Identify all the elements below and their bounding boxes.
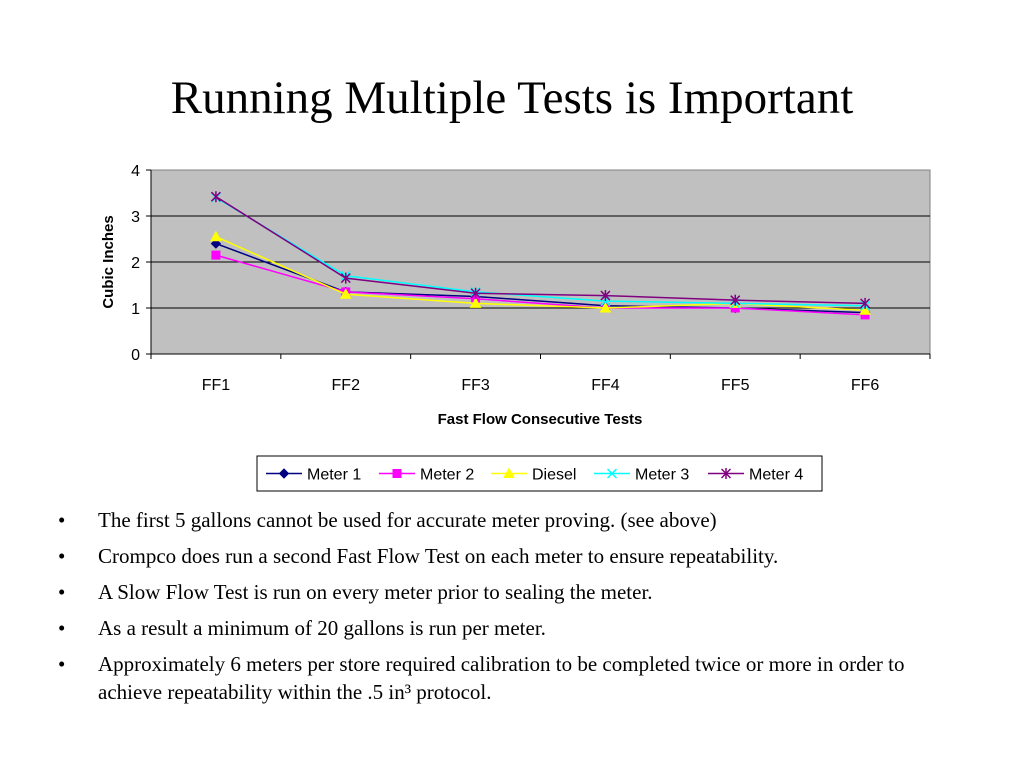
bullet-text: Approximately 6 meters per store require…: [98, 652, 905, 704]
y-tick-label: 1: [131, 301, 140, 318]
bullet-mark: •: [58, 508, 66, 532]
y-axis-label: Cubic Inches: [100, 215, 117, 308]
legend-label: Meter 1: [307, 467, 361, 484]
legend-marker: [278, 468, 290, 479]
data-point: [730, 294, 741, 306]
bullet-text: The first 5 gallons cannot be used for a…: [98, 508, 717, 532]
bullet-item: • The first 5 gallons cannot be used for …: [58, 506, 958, 534]
legend-item: Meter 1: [266, 467, 361, 484]
y-tick-label: 2: [131, 255, 140, 272]
series-line: [215, 236, 866, 312]
bullet-mark: •: [58, 580, 66, 604]
legend-marker: [720, 468, 732, 479]
axes: [146, 169, 931, 359]
data-point: [210, 191, 221, 203]
bullet-item: • A Slow Flow Test is run on every meter …: [58, 578, 958, 606]
legend-item: Meter 2: [379, 467, 474, 484]
x-tick-label: FF3: [461, 377, 490, 394]
legend-label: Meter 2: [420, 467, 474, 484]
bullet-mark: •: [58, 652, 66, 676]
data-point: [470, 287, 481, 299]
data-point: [600, 290, 611, 302]
x-axis-label: Fast Flow Consecutive Tests: [438, 411, 643, 428]
series-line: [215, 196, 866, 305]
legend-marker: [606, 468, 618, 479]
series-meter-4: [210, 191, 871, 309]
bullet-mark: •: [58, 544, 66, 568]
grid-lines: [151, 215, 930, 309]
data-point: [340, 272, 351, 284]
bullet-mark: •: [58, 616, 66, 640]
series-diesel: [210, 230, 871, 315]
series-group: [210, 191, 871, 320]
data-point: [859, 304, 871, 315]
legend-item: Meter 3: [594, 467, 689, 484]
bullet-item: • Approximately 6 meters per store requir…: [58, 650, 958, 706]
legend-marker: [392, 469, 402, 478]
legend-box: [256, 455, 823, 492]
slide-title: Running Multiple Tests is Important: [170, 72, 854, 124]
legend-item: Meter 4: [708, 467, 803, 484]
data-point: [210, 238, 222, 249]
legend-item: Diesel: [491, 467, 576, 484]
line-chart: 0 1 2 3 4 FF1 FF2 FF3 FF4 FF5 FF6 Fast Flow Conse…: [100, 163, 931, 492]
x-tick-label: FF1: [202, 377, 231, 394]
data-point: [210, 230, 222, 242]
y-tick-label: 0: [131, 347, 140, 364]
bullet-item: • Crompco does run a second Fast Flow Tes…: [58, 542, 958, 570]
x-tick-label: FF4: [591, 377, 620, 394]
bullet-text: As a result a minimum of 20 gallons is r…: [98, 616, 546, 640]
y-tick-label: 3: [131, 209, 140, 226]
x-tick-label: FF5: [721, 377, 750, 394]
data-point: [860, 297, 871, 309]
bullet-list: • The first 5 gallons cannot be used for …: [58, 506, 958, 714]
series-line: [215, 196, 866, 307]
bullet-text: Crompco does run a second Fast Flow Test…: [98, 544, 779, 568]
y-tick-labels: 0 1 2 3 4: [131, 163, 140, 364]
bullet-text: A Slow Flow Test is run on every meter p…: [98, 580, 653, 604]
data-point: [339, 288, 352, 299]
legend-label: Diesel: [532, 467, 576, 484]
x-tick-label: FF2: [332, 377, 361, 394]
data-point: [469, 297, 482, 308]
data-point: [599, 301, 612, 313]
legend-label: Meter 3: [635, 467, 689, 484]
data-point: [211, 250, 221, 260]
legend: Meter 1 Meter 2 Diesel Meter 3 Meter 4: [256, 455, 823, 492]
bullet-item: • As a result a minimum of 20 gallons is …: [58, 614, 958, 642]
legend-label: Meter 4: [749, 467, 803, 484]
legend-marker: [503, 467, 515, 478]
x-tick-label: FF6: [851, 377, 880, 394]
y-tick-label: 4: [131, 163, 140, 180]
x-tick-labels: FF1 FF2 FF3 FF4 FF5 FF6: [202, 377, 880, 394]
series-line: [215, 254, 866, 316]
